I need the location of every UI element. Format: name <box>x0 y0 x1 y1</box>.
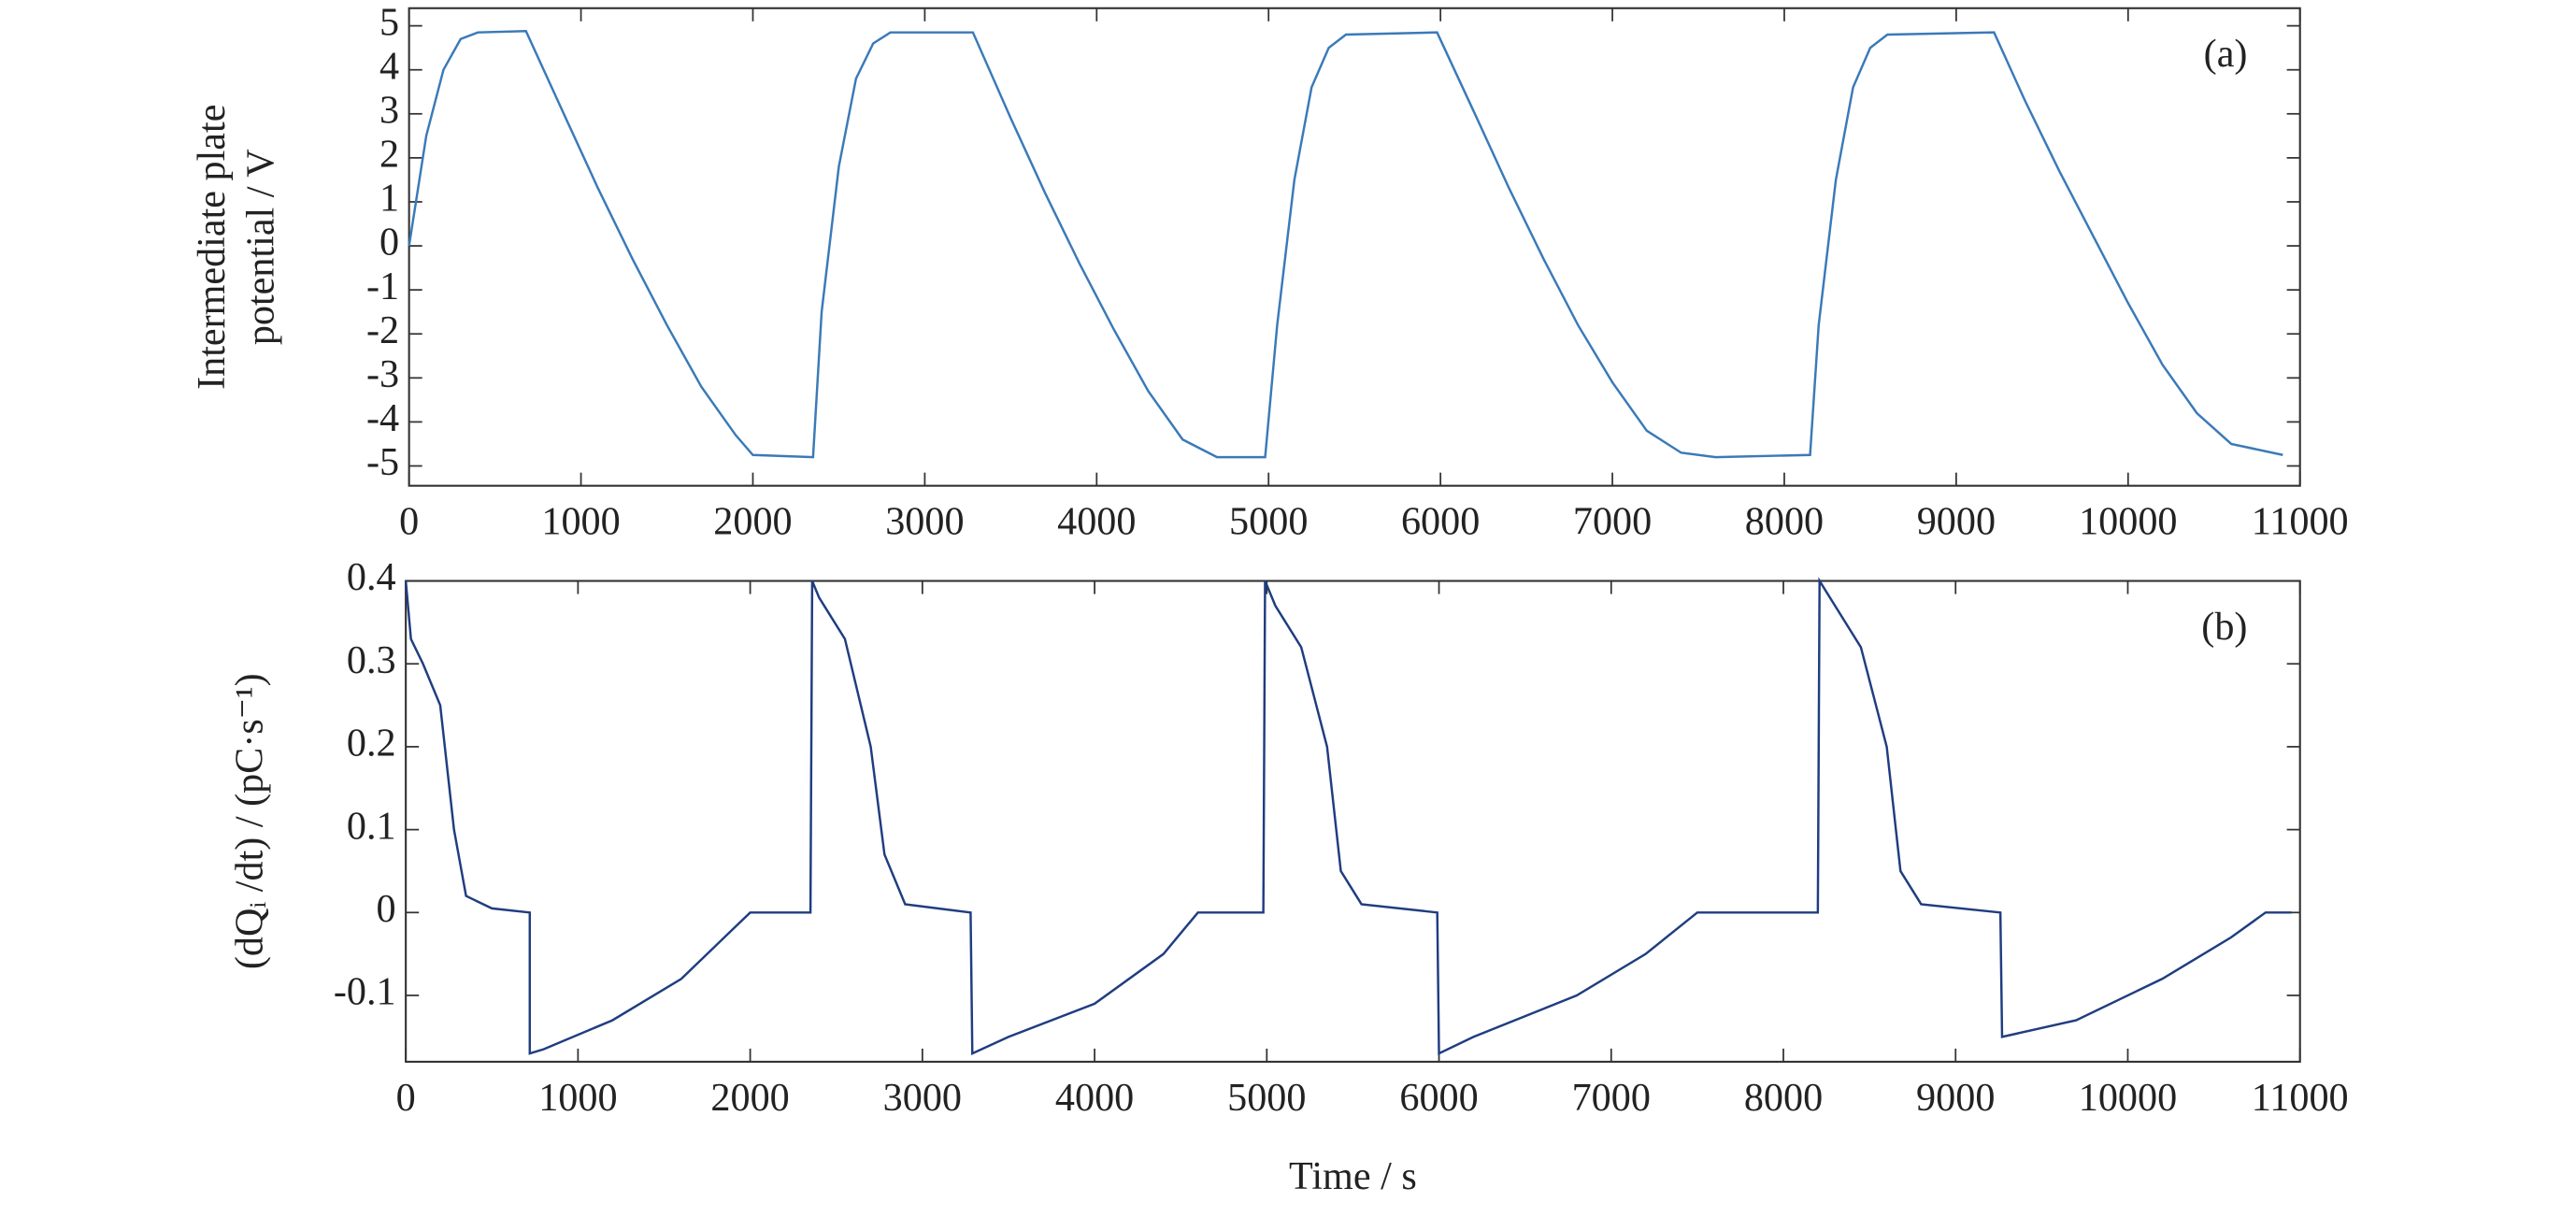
y-tick-label: -2 <box>366 308 399 352</box>
x-tick-label: 3000 <box>883 1076 962 1120</box>
y-axis-label: Intermediate plate <box>190 105 234 390</box>
y-tick-label: 0.2 <box>347 722 396 765</box>
x-tick-label: 4000 <box>1057 500 1136 544</box>
x-tick-label: 7000 <box>1572 1076 1651 1120</box>
x-tick-label: 8000 <box>1745 500 1824 544</box>
x-tick-label: 11000 <box>2252 500 2349 544</box>
y-tick-label: -5 <box>366 440 399 484</box>
y-tick-label: 0.4 <box>347 555 396 599</box>
y-axis-label: (dQᵢ /dt) / (pC·s⁻¹) <box>227 673 271 969</box>
x-tick-label: 3000 <box>885 500 964 544</box>
x-tick-label: 5000 <box>1229 500 1308 544</box>
y-tick-label: 2 <box>379 133 399 177</box>
x-tick-label: 6000 <box>1399 1076 1478 1120</box>
x-tick-label: 8000 <box>1744 1076 1823 1120</box>
y-tick-label: 0.1 <box>347 804 396 848</box>
x-tick-label: 1000 <box>541 500 620 544</box>
data-line <box>404 577 2292 1056</box>
x-tick-label: 9000 <box>1917 500 1996 544</box>
panel-label: (a) <box>2204 32 2248 76</box>
y-tick-label: 0.3 <box>347 638 396 682</box>
x-tick-label: 2000 <box>710 1076 789 1120</box>
y-tick-label: 4 <box>379 44 399 88</box>
x-tick-label: 5000 <box>1227 1076 1306 1120</box>
y-tick-label: -3 <box>366 352 399 396</box>
x-tick-label: 10000 <box>2079 1076 2177 1120</box>
x-tick-label: 11000 <box>2252 1076 2349 1120</box>
x-tick-label: 6000 <box>1401 500 1480 544</box>
y-tick-label: -4 <box>366 396 399 440</box>
y-tick-label: -0.1 <box>334 970 396 1014</box>
y-tick-label: 3 <box>379 88 399 132</box>
x-tick-label: 0 <box>399 500 419 544</box>
y-tick-label: 5 <box>379 0 399 44</box>
panel-label: (b) <box>2201 605 2247 649</box>
x-tick-label: 4000 <box>1055 1076 1134 1120</box>
x-tick-label: 10000 <box>2079 500 2177 544</box>
y-tick-label: 1 <box>379 177 399 221</box>
plot-frame <box>408 7 2301 487</box>
x-tick-label: 9000 <box>1916 1076 1995 1120</box>
x-axis-label: Time / s <box>1289 1154 1417 1198</box>
x-tick-label: 1000 <box>538 1076 617 1120</box>
y-tick-label: 0 <box>377 887 396 931</box>
y-tick-label: 0 <box>379 221 399 265</box>
x-tick-label: 7000 <box>1573 500 1652 544</box>
x-tick-label: 2000 <box>713 500 792 544</box>
y-axis-label: potential / V <box>239 149 283 345</box>
data-line <box>408 30 2283 459</box>
y-tick-label: -1 <box>366 265 399 308</box>
plot-frame <box>405 579 2301 1064</box>
x-tick-label: 0 <box>396 1076 416 1120</box>
